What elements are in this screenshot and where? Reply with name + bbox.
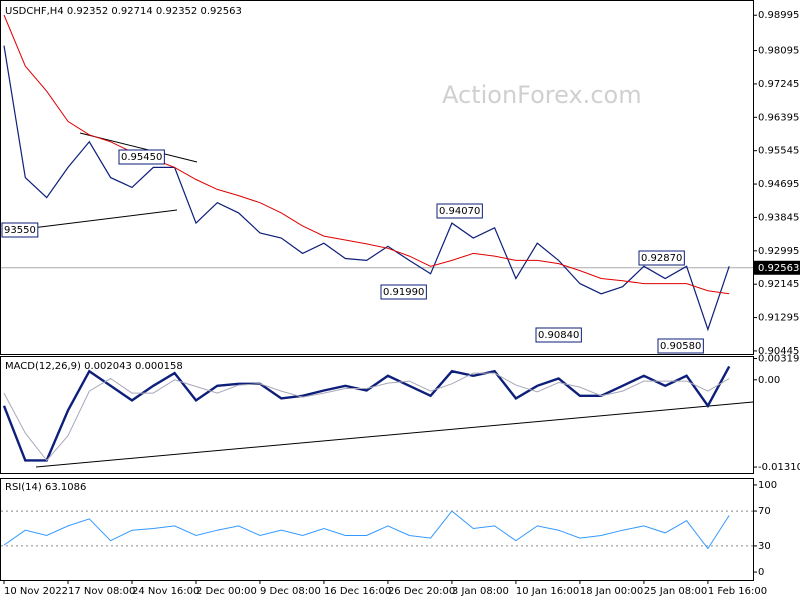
price-title: USDCHF,H4 0.92352 0.92714 0.92352 0.9256… (5, 6, 242, 17)
price-annotation: 0.90840 (538, 330, 579, 341)
y-tick-label: 0.97245 (758, 79, 799, 90)
y-tick-label: 0 (758, 567, 764, 578)
price-annotation: 0.94070 (439, 206, 480, 217)
x-tick-label: 3 Jan 08:00 (452, 586, 509, 597)
x-tick-label: 10 Nov 2022 (4, 586, 68, 597)
x-tick-label: 24 Nov 16:00 (132, 586, 199, 597)
x-tick-label: 16 Dec 16:00 (324, 586, 391, 597)
watermark: ActionForex.com (442, 81, 642, 109)
annotation-box (436, 203, 483, 219)
last-price-label: 0.92563 (758, 263, 799, 274)
y-tick-label: 0.98095 (758, 46, 799, 57)
series-line (3, 372, 730, 462)
y-tick-label: 0.003197 (758, 354, 800, 365)
price-annotation: 0.91990 (383, 287, 424, 298)
y-tick-label: 0.91295 (758, 313, 799, 324)
x-tick-label: 26 Dec 20:00 (388, 586, 455, 597)
price-annotation: 0.92870 (641, 253, 682, 264)
x-tick-label: 18 Jan 00:00 (580, 586, 643, 597)
x-tick-label: 1 Feb 16:00 (708, 586, 767, 597)
annotation-box (118, 149, 165, 165)
y-tick-label: 0.95545 (758, 146, 799, 157)
x-tick-label: 9 Dec 08:00 (260, 586, 321, 597)
y-tick-label: 0.90445 (758, 346, 799, 357)
price-annotation: 93550 (4, 225, 36, 236)
series-line (3, 14, 730, 295)
y-tick-label: 0.98995 (758, 10, 799, 21)
x-tick-label: 25 Jan 08:00 (644, 586, 707, 597)
price-panel (0, 0, 754, 355)
y-tick-label: -0.013108 (758, 462, 800, 473)
price-annotation: 0.90580 (660, 341, 701, 352)
y-tick-label: 70 (758, 506, 771, 517)
annotation-box (657, 338, 704, 354)
annotation-box (638, 250, 685, 266)
y-tick-label: 0.94695 (758, 179, 799, 190)
annotation-box (380, 284, 427, 300)
trend-line (35, 401, 754, 468)
rsi-panel (0, 478, 754, 581)
y-tick-label: 0.00 (758, 375, 780, 386)
y-tick-label: 0.92995 (758, 246, 799, 257)
x-tick-label: 2 Dec 00:00 (196, 586, 257, 597)
last-price-box (754, 260, 800, 275)
y-tick-label: 0.96395 (758, 112, 799, 123)
macd-panel (0, 356, 754, 474)
x-tick-label: 17 Nov 08:00 (68, 586, 135, 597)
macd-title: MACD(12,26,9) 0.002043 0.000158 (5, 361, 183, 372)
rsi-title: RSI(14) 63.1086 (5, 482, 86, 493)
series-line (3, 45, 730, 332)
price-annotation: 0.95450 (121, 152, 162, 163)
y-tick-label: 30 (758, 541, 771, 552)
series-line (3, 510, 730, 550)
y-tick-label: 0.93845 (758, 212, 799, 223)
y-tick-label: 0.92145 (758, 279, 799, 290)
x-tick-label: 10 Jan 16:00 (516, 586, 579, 597)
annotation-box (535, 327, 582, 343)
series-line (2, 365, 731, 462)
y-tick-label: 100 (758, 480, 777, 491)
annotation-box (1, 222, 39, 238)
